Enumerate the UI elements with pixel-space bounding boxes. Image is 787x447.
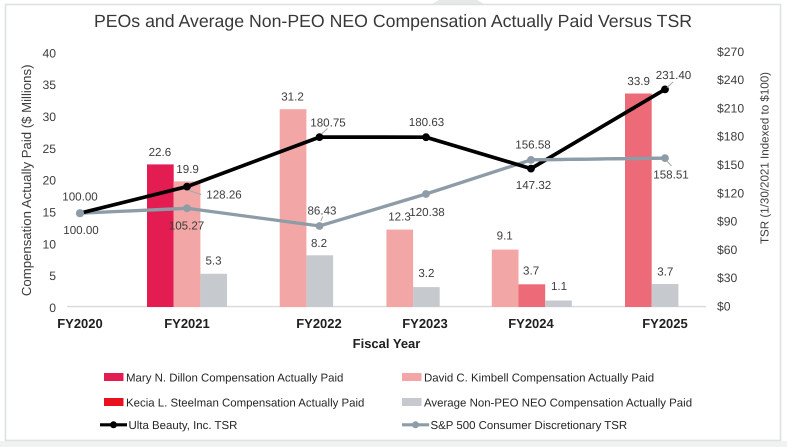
svg-text:5: 5 xyxy=(49,269,56,283)
svg-text:TSR (1/30/2021 Indexed to $100: TSR (1/30/2021 Indexed to $100) xyxy=(759,72,772,244)
svg-text:5.3: 5.3 xyxy=(205,254,221,267)
svg-text:S&P 500 Consumer Discretionary: S&P 500 Consumer Discretionary TSR xyxy=(431,420,628,432)
svg-text:105.27: 105.27 xyxy=(169,219,204,232)
svg-text:1.1: 1.1 xyxy=(551,280,567,293)
svg-text:30: 30 xyxy=(42,110,56,124)
svg-text:20: 20 xyxy=(42,174,56,188)
svg-text:Kecia L. Steelman Compensation: Kecia L. Steelman Compensation Actually … xyxy=(126,398,364,410)
svg-text:3.2: 3.2 xyxy=(418,267,434,280)
svg-text:86.43: 86.43 xyxy=(307,204,336,217)
svg-text:$210: $210 xyxy=(717,102,744,116)
svg-text:35: 35 xyxy=(42,78,56,92)
svg-text:$120: $120 xyxy=(717,186,744,200)
svg-text:$30: $30 xyxy=(717,271,738,285)
svg-text:PEOs and Average Non-PEO NEO C: PEOs and Average Non-PEO NEO Compensatio… xyxy=(94,11,692,31)
svg-text:FY2024: FY2024 xyxy=(508,316,554,331)
svg-text:25: 25 xyxy=(42,142,56,156)
svg-text:158.51: 158.51 xyxy=(653,169,688,182)
svg-text:$270: $270 xyxy=(717,45,744,59)
svg-text:Average Non-PEO NEO Compensati: Average Non-PEO NEO Compensation Actuall… xyxy=(424,398,692,410)
svg-text:$180: $180 xyxy=(717,130,744,144)
svg-text:12.3: 12.3 xyxy=(388,211,411,224)
svg-text:$0: $0 xyxy=(717,299,731,313)
svg-text:100.00: 100.00 xyxy=(62,191,97,204)
svg-text:156.58: 156.58 xyxy=(515,138,550,151)
svg-text:Mary N. Dillon Compensation Ac: Mary N. Dillon Compensation Actually Pai… xyxy=(126,373,343,385)
svg-text:FY2020: FY2020 xyxy=(57,316,103,331)
svg-text:FY2023: FY2023 xyxy=(402,316,448,331)
svg-text:8.2: 8.2 xyxy=(311,237,327,250)
svg-text:231.40: 231.40 xyxy=(656,69,691,82)
svg-text:33.9: 33.9 xyxy=(627,75,650,88)
svg-text:180.75: 180.75 xyxy=(310,117,345,130)
svg-text:120.38: 120.38 xyxy=(409,206,444,219)
svg-text:180.63: 180.63 xyxy=(409,116,444,129)
svg-text:3.7: 3.7 xyxy=(657,265,673,278)
svg-text:19.9: 19.9 xyxy=(176,163,199,176)
svg-text:31.2: 31.2 xyxy=(281,90,304,103)
svg-text:David C. Kimbell Compensation: David C. Kimbell Compensation Actually P… xyxy=(424,373,654,385)
svg-text:$150: $150 xyxy=(717,158,744,172)
svg-text:FY2021: FY2021 xyxy=(164,316,210,331)
svg-text:FY2025: FY2025 xyxy=(642,316,688,331)
svg-text:15: 15 xyxy=(42,206,56,220)
svg-text:FY2022: FY2022 xyxy=(296,316,342,331)
svg-text:$240: $240 xyxy=(717,73,744,87)
svg-text:$90: $90 xyxy=(717,215,738,229)
svg-text:40: 40 xyxy=(42,46,56,60)
svg-text:0: 0 xyxy=(49,301,56,315)
svg-text:9.1: 9.1 xyxy=(497,230,513,243)
svg-text:3.7: 3.7 xyxy=(523,265,539,278)
svg-text:147.32: 147.32 xyxy=(516,179,551,192)
svg-text:$60: $60 xyxy=(717,243,738,257)
svg-text:Ulta Beauty, Inc. TSR: Ulta Beauty, Inc. TSR xyxy=(129,420,238,432)
svg-text:10: 10 xyxy=(42,237,56,251)
svg-text:Compensation Actually Paid ($: Compensation Actually Paid ($ Millions) xyxy=(19,64,34,296)
svg-text:100.00: 100.00 xyxy=(63,224,98,237)
svg-text:22.6: 22.6 xyxy=(149,146,172,159)
svg-text:Fiscal Year: Fiscal Year xyxy=(353,336,421,351)
svg-text:128.26: 128.26 xyxy=(206,189,241,202)
